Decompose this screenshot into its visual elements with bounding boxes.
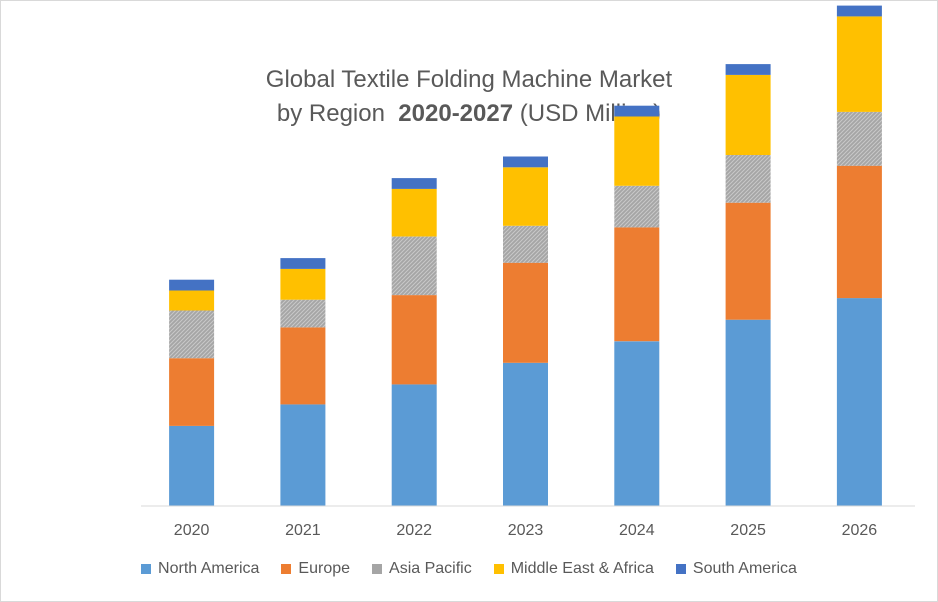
- bar-2024-middle-east-africa: [614, 116, 660, 186]
- bar-2025-middle-east-africa: [725, 74, 771, 155]
- bar-2026-middle-east-africa: [836, 16, 882, 112]
- legend-swatch: [141, 564, 152, 574]
- legend-item: Europe: [281, 560, 350, 578]
- bar-2020-north-america: [169, 425, 215, 506]
- bar-2023-north-america: [503, 362, 548, 506]
- legend-item: South America: [675, 560, 797, 578]
- bar-2021-asia-pacific: [280, 299, 326, 328]
- bar-2026-north-america: [836, 298, 882, 506]
- bar-2022-middle-east-africa: [391, 188, 437, 237]
- legend-swatch: [493, 564, 504, 574]
- legend-label: North America: [158, 560, 260, 577]
- bar-2022-europe: [391, 295, 437, 385]
- bar-2020-asia-pacific: [169, 310, 215, 359]
- bar-2026-south-america: [836, 5, 882, 17]
- bar-2021-europe: [280, 327, 326, 405]
- bar-2022-south-america: [391, 178, 437, 189]
- legend-swatch: [372, 564, 383, 574]
- bar-2025-europe: [725, 202, 771, 320]
- bar-2024-south-america: [614, 105, 660, 117]
- x-tick-label: 2020: [174, 522, 210, 539]
- x-tick-label: 2023: [508, 522, 544, 539]
- bar-2023-south-america: [503, 156, 548, 168]
- bar-2021-middle-east-africa: [280, 268, 326, 300]
- x-tick-label: 2024: [619, 522, 655, 539]
- bar-2025-north-america: [725, 319, 771, 506]
- bar-2021-north-america: [280, 404, 326, 506]
- legend-swatch: [675, 564, 686, 574]
- bar-2026-europe: [836, 165, 882, 299]
- bar-2024-north-america: [614, 341, 660, 506]
- chart-title-prefix: by Region: [276, 100, 399, 127]
- x-tick-label: 2026: [842, 522, 878, 539]
- bar-2023-asia-pacific: [503, 225, 548, 263]
- bar-2020-middle-east-africa: [169, 290, 215, 311]
- legend: North America Europe Asia Pacific Middle Ea…: [1, 560, 937, 578]
- legend-label: Asia Pacific: [389, 560, 472, 577]
- bar-2021-south-america: [280, 258, 326, 269]
- bar-2026-asia-pacific: [836, 111, 882, 166]
- legend-label: Middle East & Africa: [510, 560, 654, 577]
- bar-2024-asia-pacific: [614, 185, 660, 228]
- bar-2025-asia-pacific: [725, 155, 771, 203]
- legend-item: North America: [141, 560, 259, 578]
- legend-label: South America: [692, 560, 797, 577]
- bar-2022-north-america: [391, 384, 437, 506]
- bar-2020-south-america: [169, 279, 215, 291]
- legend-label: Europe: [298, 560, 351, 577]
- x-tick-label: 2021: [285, 522, 321, 539]
- bar-2025-south-america: [725, 64, 771, 75]
- bar-2020-europe: [169, 358, 215, 426]
- legend-item: Middle East & Africa: [493, 560, 654, 578]
- chart-title-line1: Global Textile Folding Machine Market: [265, 66, 673, 93]
- bar-2023-middle-east-africa: [503, 167, 548, 226]
- chart-title-years: 2020-2027: [398, 100, 514, 127]
- legend-item: Asia Pacific: [372, 560, 472, 578]
- bar-2024-europe: [614, 227, 660, 342]
- x-tick-label: 2022: [396, 522, 432, 539]
- bar-2023-europe: [503, 262, 548, 363]
- legend-swatch: [281, 564, 292, 574]
- bar-2022-asia-pacific: [391, 236, 437, 296]
- x-tick-label: 2025: [730, 522, 766, 539]
